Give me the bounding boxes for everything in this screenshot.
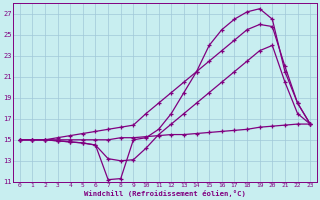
X-axis label: Windchill (Refroidissement éolien,°C): Windchill (Refroidissement éolien,°C) bbox=[84, 190, 246, 197]
